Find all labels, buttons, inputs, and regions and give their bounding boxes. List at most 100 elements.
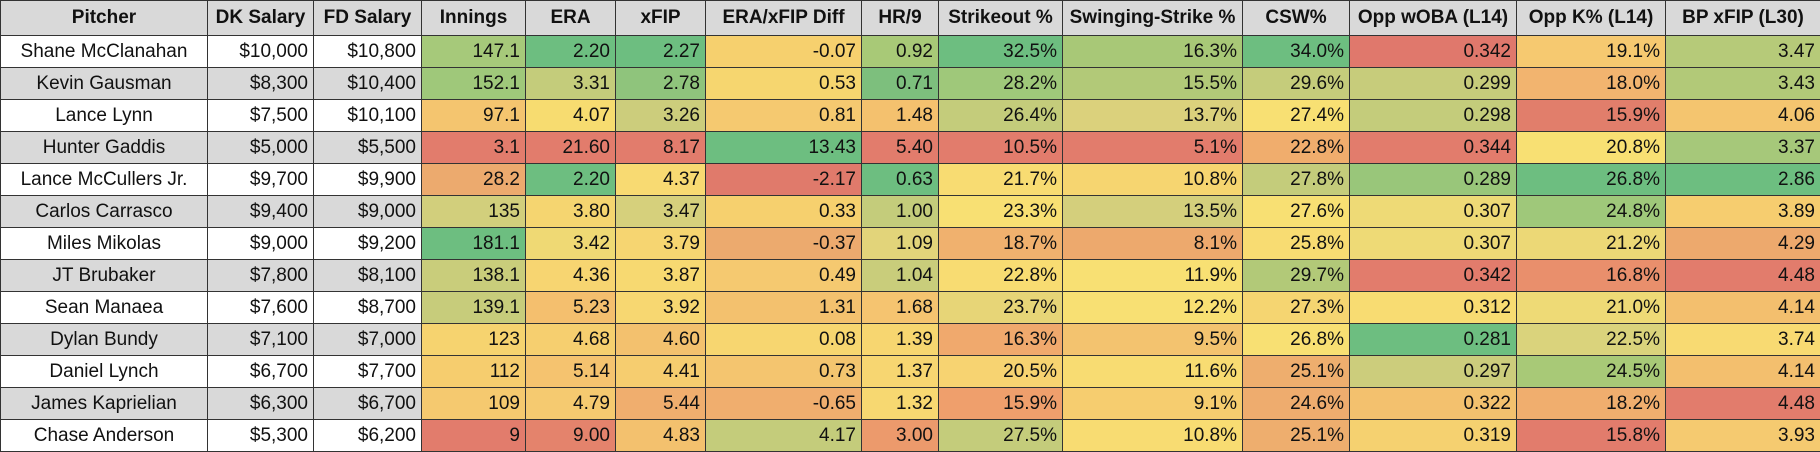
stat-cell[interactable]: 21.60 — [526, 132, 616, 164]
column-header[interactable]: ERA/xFIP Diff — [706, 1, 862, 36]
stat-cell[interactable]: 0.73 — [706, 356, 862, 388]
stat-cell[interactable]: 0.281 — [1350, 324, 1517, 356]
pitcher-name-cell[interactable]: Kevin Gausman — [1, 68, 208, 100]
stat-cell[interactable]: 13.5% — [1063, 196, 1243, 228]
stat-cell[interactable]: 4.48 — [1666, 260, 1820, 292]
stat-cell[interactable]: 34.0% — [1243, 36, 1350, 68]
stat-cell[interactable]: 16.8% — [1517, 260, 1666, 292]
salary-cell[interactable]: $6,700 — [208, 356, 314, 388]
stat-cell[interactable]: 9 — [422, 420, 526, 452]
stat-cell[interactable]: 0.298 — [1350, 100, 1517, 132]
salary-cell[interactable]: $9,400 — [208, 196, 314, 228]
stat-cell[interactable]: 0.63 — [862, 164, 939, 196]
pitcher-name-cell[interactable]: Lance Lynn — [1, 100, 208, 132]
stat-cell[interactable]: 4.17 — [706, 420, 862, 452]
stat-cell[interactable]: 3.37 — [1666, 132, 1820, 164]
stat-cell[interactable]: 29.6% — [1243, 68, 1350, 100]
pitcher-name-cell[interactable]: Shane McClanahan — [1, 36, 208, 68]
pitcher-name-cell[interactable]: Lance McCullers Jr. — [1, 164, 208, 196]
stat-cell[interactable]: 135 — [422, 196, 526, 228]
stat-cell[interactable]: 0.319 — [1350, 420, 1517, 452]
salary-cell[interactable]: $10,800 — [314, 36, 422, 68]
stat-cell[interactable]: 4.79 — [526, 388, 616, 420]
stat-cell[interactable]: 3.74 — [1666, 324, 1820, 356]
stat-cell[interactable]: 0.299 — [1350, 68, 1517, 100]
salary-cell[interactable]: $9,900 — [314, 164, 422, 196]
stat-cell[interactable]: 0.08 — [706, 324, 862, 356]
stat-cell[interactable]: 8.1% — [1063, 228, 1243, 260]
stat-cell[interactable]: 3.79 — [616, 228, 706, 260]
stat-cell[interactable]: 138.1 — [422, 260, 526, 292]
salary-cell[interactable]: $8,100 — [314, 260, 422, 292]
pitcher-name-cell[interactable]: Hunter Gaddis — [1, 132, 208, 164]
stat-cell[interactable]: 0.49 — [706, 260, 862, 292]
salary-cell[interactable]: $5,500 — [314, 132, 422, 164]
stat-cell[interactable]: 27.4% — [1243, 100, 1350, 132]
stat-cell[interactable]: 24.5% — [1517, 356, 1666, 388]
stat-cell[interactable]: 0.53 — [706, 68, 862, 100]
stat-cell[interactable]: 3.80 — [526, 196, 616, 228]
stat-cell[interactable]: 32.5% — [939, 36, 1063, 68]
stat-cell[interactable]: 2.78 — [616, 68, 706, 100]
column-header[interactable]: Strikeout % — [939, 1, 1063, 36]
stat-cell[interactable]: 3.26 — [616, 100, 706, 132]
stat-cell[interactable]: 1.31 — [706, 292, 862, 324]
stat-cell[interactable]: 10.8% — [1063, 420, 1243, 452]
stat-cell[interactable]: 3.42 — [526, 228, 616, 260]
pitcher-name-cell[interactable]: Dylan Bundy — [1, 324, 208, 356]
salary-cell[interactable]: $7,700 — [314, 356, 422, 388]
salary-cell[interactable]: $5,300 — [208, 420, 314, 452]
pitcher-name-cell[interactable]: James Kaprielian — [1, 388, 208, 420]
stat-cell[interactable]: 15.5% — [1063, 68, 1243, 100]
stat-cell[interactable]: 15.8% — [1517, 420, 1666, 452]
salary-cell[interactable]: $6,200 — [314, 420, 422, 452]
stat-cell[interactable]: 15.9% — [1517, 100, 1666, 132]
stat-cell[interactable]: 0.322 — [1350, 388, 1517, 420]
salary-cell[interactable]: $9,000 — [208, 228, 314, 260]
salary-cell[interactable]: $7,600 — [208, 292, 314, 324]
stat-cell[interactable]: 23.7% — [939, 292, 1063, 324]
stat-cell[interactable]: 18.7% — [939, 228, 1063, 260]
column-header[interactable]: xFIP — [616, 1, 706, 36]
stat-cell[interactable]: 4.14 — [1666, 292, 1820, 324]
salary-cell[interactable]: $9,000 — [314, 196, 422, 228]
stat-cell[interactable]: 8.17 — [616, 132, 706, 164]
stat-cell[interactable]: 3.87 — [616, 260, 706, 292]
stat-cell[interactable]: -0.07 — [706, 36, 862, 68]
stat-cell[interactable]: 13.43 — [706, 132, 862, 164]
stat-cell[interactable]: 181.1 — [422, 228, 526, 260]
stat-cell[interactable]: 2.27 — [616, 36, 706, 68]
column-header[interactable]: BP xFIP (L30) — [1666, 1, 1820, 36]
stat-cell[interactable]: 3.47 — [616, 196, 706, 228]
stat-cell[interactable]: 25.1% — [1243, 356, 1350, 388]
salary-cell[interactable]: $8,700 — [314, 292, 422, 324]
stat-cell[interactable]: 28.2 — [422, 164, 526, 196]
column-header[interactable]: DK Salary — [208, 1, 314, 36]
stat-cell[interactable]: 4.83 — [616, 420, 706, 452]
stat-cell[interactable]: 5.1% — [1063, 132, 1243, 164]
stat-cell[interactable]: 4.14 — [1666, 356, 1820, 388]
stat-cell[interactable]: 25.1% — [1243, 420, 1350, 452]
stat-cell[interactable]: 1.04 — [862, 260, 939, 292]
stat-cell[interactable]: 24.8% — [1517, 196, 1666, 228]
stat-cell[interactable]: 27.8% — [1243, 164, 1350, 196]
stat-cell[interactable]: 9.00 — [526, 420, 616, 452]
stat-cell[interactable]: 1.37 — [862, 356, 939, 388]
stat-cell[interactable]: -0.37 — [706, 228, 862, 260]
stat-cell[interactable]: 2.86 — [1666, 164, 1820, 196]
salary-cell[interactable]: $7,000 — [314, 324, 422, 356]
stat-cell[interactable]: 0.289 — [1350, 164, 1517, 196]
salary-cell[interactable]: $10,400 — [314, 68, 422, 100]
stat-cell[interactable]: 0.297 — [1350, 356, 1517, 388]
stat-cell[interactable]: 16.3% — [1063, 36, 1243, 68]
stat-cell[interactable]: 3.00 — [862, 420, 939, 452]
stat-cell[interactable]: 3.43 — [1666, 68, 1820, 100]
stat-cell[interactable]: 3.31 — [526, 68, 616, 100]
stat-cell[interactable]: 5.14 — [526, 356, 616, 388]
column-header[interactable]: Opp K% (L14) — [1517, 1, 1666, 36]
salary-cell[interactable]: $7,800 — [208, 260, 314, 292]
column-header[interactable]: ERA — [526, 1, 616, 36]
column-header[interactable]: Innings — [422, 1, 526, 36]
stat-cell[interactable]: 3.47 — [1666, 36, 1820, 68]
salary-cell[interactable]: $10,000 — [208, 36, 314, 68]
